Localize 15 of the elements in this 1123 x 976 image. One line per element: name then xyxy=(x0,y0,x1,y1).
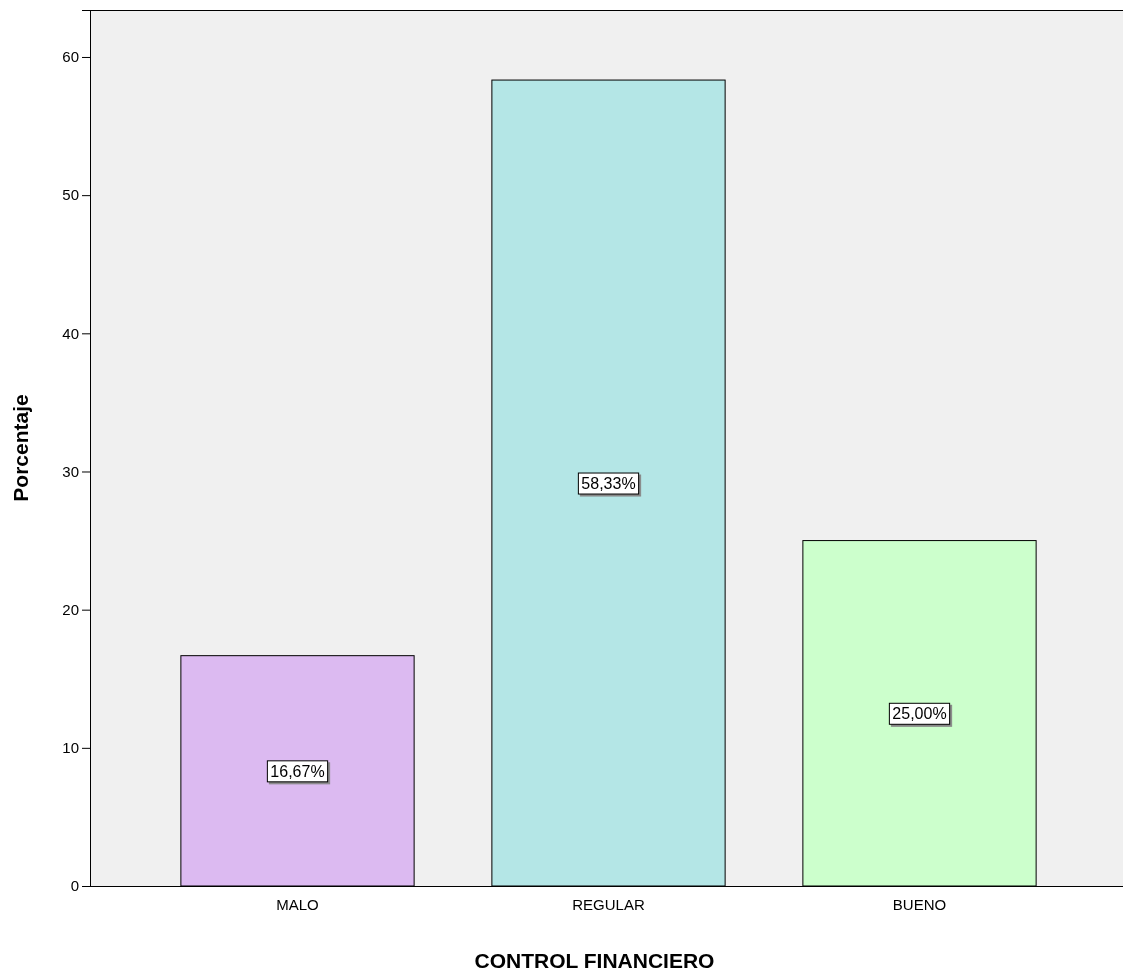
y-tick-label: 40 xyxy=(62,324,79,342)
x-axis-title: CONTROL FINANCIERO xyxy=(474,949,715,972)
data-label: 25,00% xyxy=(892,705,947,723)
y-tick-label: 10 xyxy=(62,739,79,757)
y-tick-label: 30 xyxy=(62,462,79,480)
x-tick-label: BUENO xyxy=(892,896,947,913)
y-tick-label: 50 xyxy=(62,186,79,204)
y-tick-label: 0 xyxy=(70,877,79,895)
x-tick-label: REGULAR xyxy=(572,896,645,913)
y-tick-label: 60 xyxy=(62,48,79,66)
x-tick-label: MALO xyxy=(276,896,319,913)
data-label: 58,33% xyxy=(581,475,636,493)
y-axis-title: Porcentaje xyxy=(9,394,32,502)
y-tick-label: 20 xyxy=(62,600,79,618)
data-label: 16,67% xyxy=(270,762,325,780)
